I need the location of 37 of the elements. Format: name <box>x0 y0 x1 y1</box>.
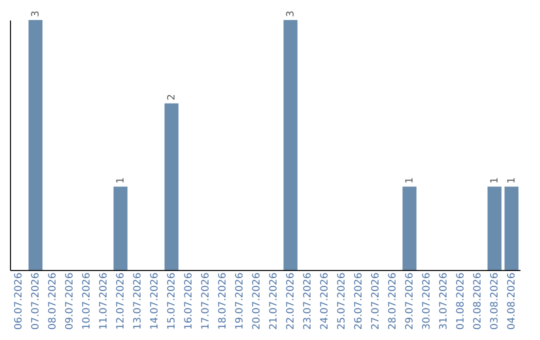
x-tick-label: 02.08.2026 <box>472 272 484 330</box>
x-tick-label: 11.07.2026 <box>98 272 110 330</box>
x-tick-label: 14.07.2026 <box>150 272 160 330</box>
x-tick-label: 07.07.2026 <box>30 272 42 330</box>
data-label: 1 <box>404 177 416 184</box>
x-tick-label: 16.07.2026 <box>184 272 194 330</box>
x-tick-label: 12.07.2026 <box>116 272 126 330</box>
x-tick-label: 23.07.2026 <box>302 272 314 330</box>
x-tick-label: 04.08.2026 <box>506 272 518 330</box>
data-label: 1 <box>490 177 500 184</box>
x-tick-label: 06.07.2026 <box>14 272 24 330</box>
data-label: 1 <box>116 177 126 184</box>
x-tick-label: 29.07.2026 <box>404 272 416 330</box>
x-tick-label: 08.07.2026 <box>48 272 58 330</box>
data-label: 2 <box>166 94 178 100</box>
x-tick-label: 17.07.2026 <box>200 272 212 330</box>
x-tick-label: 26.07.2026 <box>354 272 364 330</box>
x-tick-label: 03.08.2026 <box>490 272 500 330</box>
x-tick-label: 20.07.2026 <box>252 272 262 330</box>
x-tick-label: 27.07.2026 <box>370 272 382 330</box>
x-tick-label: 24.07.2026 <box>320 272 330 330</box>
data-label: 3 <box>30 10 42 17</box>
x-tick-label: 01.08.2026 <box>456 272 466 330</box>
x-tick-label: 10.07.2026 <box>82 272 92 330</box>
x-tick-label: 13.07.2026 <box>132 272 144 330</box>
x-tick-label: 28.07.2026 <box>388 272 398 330</box>
x-tick-label: 25.07.2026 <box>336 272 348 330</box>
x-tick-label: 09.07.2026 <box>64 272 76 330</box>
x-tick-label: 30.07.2026 <box>422 272 432 330</box>
x-tick-label: 31.07.2026 <box>438 272 450 330</box>
x-tick-label: 19.07.2026 <box>234 272 246 330</box>
x-tick-label: 21.07.2026 <box>268 272 280 330</box>
x-tick-label: 18.07.2026 <box>218 272 228 330</box>
data-label: 1 <box>506 177 518 184</box>
x-tick-label: 22.07.2026 <box>286 272 296 330</box>
x-tick-label: 15.07.2026 <box>166 272 178 330</box>
data-label: 3 <box>286 10 296 17</box>
